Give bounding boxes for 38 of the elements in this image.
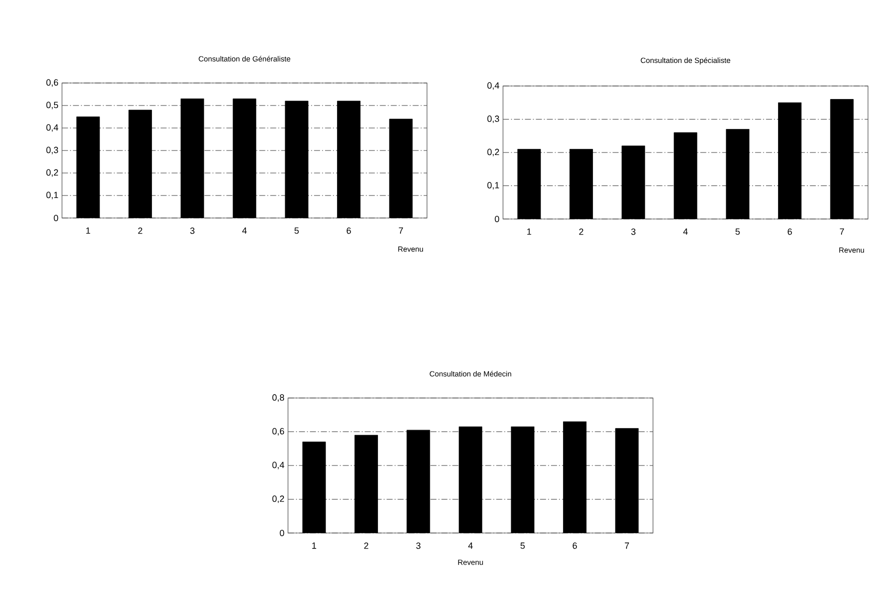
x-tick-label: 7 bbox=[398, 228, 403, 234]
x-tick-label: 5 bbox=[520, 542, 525, 549]
y-tick-label: 0 bbox=[54, 214, 58, 222]
y-tick-label: 0,2 bbox=[46, 169, 58, 177]
x-tick-label: 6 bbox=[572, 542, 577, 549]
y-tick-label: 0,4 bbox=[487, 82, 500, 90]
y-tick-label: 0,4 bbox=[272, 462, 284, 470]
x-tick-label: 1 bbox=[527, 228, 532, 235]
x-tick-label: 1 bbox=[312, 542, 316, 549]
y-tick-label: 0,3 bbox=[46, 146, 58, 154]
x-tick-label: 7 bbox=[624, 542, 629, 549]
x-tick-label: 7 bbox=[840, 228, 844, 235]
y-tick-label: 0,1 bbox=[46, 192, 58, 200]
x-tick-label: 2 bbox=[579, 228, 584, 235]
x-tick-label: 6 bbox=[346, 228, 351, 234]
x-tick-label: 5 bbox=[736, 228, 740, 235]
y-tick-label: 0,6 bbox=[272, 428, 284, 436]
x-tick-label: 4 bbox=[468, 542, 473, 549]
y-tick-label: 0,1 bbox=[487, 182, 500, 190]
x-tick-label: 4 bbox=[242, 228, 247, 234]
y-tick-label: 0,4 bbox=[46, 124, 58, 132]
y-tick-label: 0,3 bbox=[487, 116, 500, 123]
y-tick-label: 0 bbox=[280, 530, 284, 536]
x-tick-label: 3 bbox=[631, 228, 636, 235]
x-tick-label: 1 bbox=[86, 228, 90, 234]
y-tick-label: 0,5 bbox=[46, 102, 58, 110]
x-tick-label: 3 bbox=[190, 228, 194, 234]
y-tick-label: 0,2 bbox=[487, 148, 500, 156]
x-tick-label: 5 bbox=[294, 228, 299, 234]
x-tick-label: 2 bbox=[138, 228, 142, 234]
x-tick-label: 3 bbox=[416, 542, 420, 549]
y-tick-label: 0,8 bbox=[272, 394, 284, 402]
y-tick-label: 0,2 bbox=[272, 496, 284, 503]
x-tick-label: 2 bbox=[364, 542, 368, 549]
y-tick-label: 0 bbox=[494, 216, 500, 222]
x-tick-label: 6 bbox=[788, 228, 792, 235]
x-tick-label: 4 bbox=[683, 228, 688, 235]
y-tick-label: 0,6 bbox=[46, 79, 58, 87]
